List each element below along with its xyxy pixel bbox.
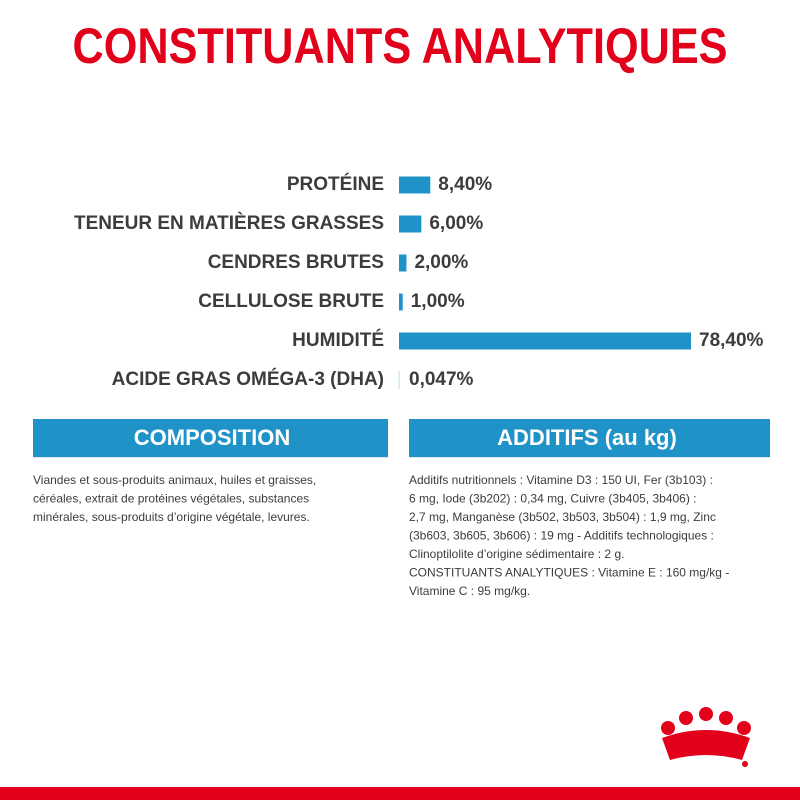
composition-text: minérales, sous-produits d’origine végét… — [33, 510, 310, 524]
additives-text: 6 mg, Iode (3b202) : 0,34 mg, Cuivre (3b… — [409, 492, 697, 506]
value-label: 6,00% — [429, 213, 483, 234]
value-label: 2,00% — [414, 252, 468, 273]
additives-header — [409, 419, 770, 457]
category-label: CELLULOSE BRUTE — [198, 291, 384, 312]
category-label: TENEUR EN MATIÈRES GRASSES — [74, 212, 384, 234]
value-label: 8,40% — [438, 174, 492, 195]
composition-text: Viandes et sous-produits animaux, huiles… — [33, 473, 316, 487]
chart-title: CONSTITUANTS ANALYTIQUES — [73, 18, 728, 74]
additives-text: CONSTITUANTS ANALYTIQUES : Vitamine E : … — [409, 566, 729, 580]
category-label: ACIDE GRAS OMÉGA-3 (DHA) — [112, 368, 384, 390]
bar — [399, 254, 407, 272]
bar — [399, 332, 691, 350]
composition-text: céréales, extrait de protéines végétales… — [33, 492, 309, 506]
bar — [399, 215, 422, 233]
divider — [33, 457, 388, 458]
composition-heading: COMPOSITION — [134, 425, 290, 450]
additives-text: 2,7 mg, Manganèse (3b502, 3b503, 3b504) … — [409, 510, 716, 524]
additives-heading: ADDITIFS (au kg) — [497, 425, 677, 450]
divider — [409, 457, 770, 458]
value-label: 1,00% — [411, 291, 465, 312]
category-label: HUMIDITÉ — [292, 329, 384, 351]
footer-bar — [0, 787, 800, 800]
bar — [399, 176, 431, 194]
additives-text: Vitamine C : 95 mg/kg. — [409, 584, 530, 598]
composition-header — [33, 419, 388, 457]
value-label: 0,047% — [409, 369, 474, 390]
additives-text: Clinoptilolite d’origine sédimentaire : … — [409, 547, 624, 561]
bar — [399, 293, 403, 311]
value-label: 78,40% — [699, 330, 764, 351]
logo — [661, 707, 751, 767]
category-label: CENDRES BRUTES — [208, 252, 384, 273]
additives-text: Additifs nutritionnels : Vitamine D3 : 1… — [409, 473, 713, 487]
category-label: PROTÉINE — [287, 173, 384, 195]
additives-text: (3b603, 3b605, 3b606) : 19 mg - Additifs… — [409, 529, 714, 543]
